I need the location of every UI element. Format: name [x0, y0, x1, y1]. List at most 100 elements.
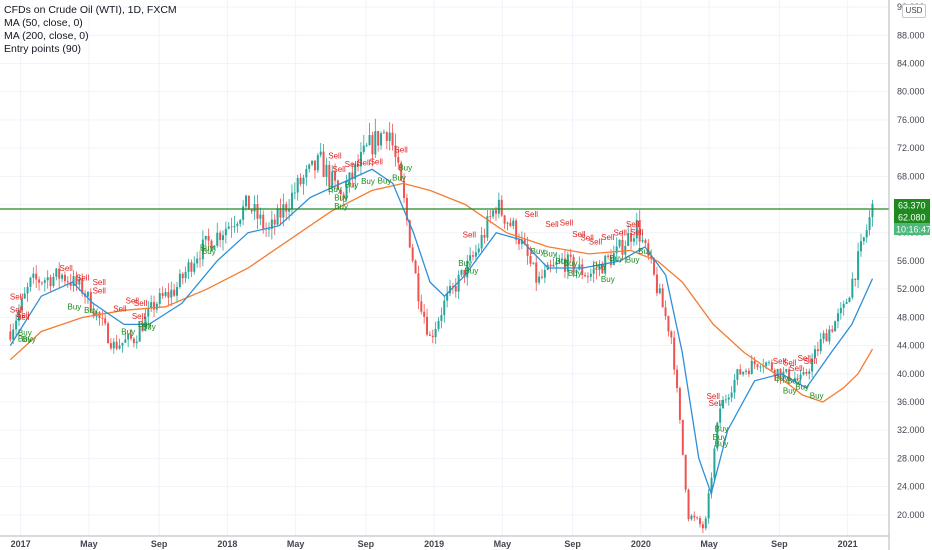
- candle-body: [788, 369, 791, 382]
- sell-signal: Sell: [370, 157, 384, 166]
- candle-body: [345, 184, 348, 199]
- sell-signal: Sell: [798, 354, 812, 363]
- legend-title[interactable]: CFDs on Crude Oil (WTI), 1D, FXCM: [4, 4, 177, 16]
- candle-body: [107, 323, 110, 344]
- candle-body: [532, 262, 535, 264]
- candle-body: [43, 280, 46, 283]
- sell-signal: Sell: [16, 313, 30, 322]
- candle-body: [348, 172, 351, 185]
- candle-body: [857, 251, 860, 280]
- candle-body: [802, 372, 805, 375]
- candle-body: [552, 264, 555, 267]
- sell-signal: Sell: [134, 299, 148, 308]
- candle-body: [167, 292, 170, 298]
- buy-signal: Buy: [715, 425, 729, 434]
- candle-body: [785, 369, 788, 372]
- x-tick-label: May: [494, 539, 512, 549]
- sell-signal: Sell: [328, 152, 342, 161]
- candle-body: [676, 369, 679, 389]
- time-axis[interactable]: 2017 May Sep 2018 May Sep 2019 May Sep 2020 May Sep…: [11, 539, 858, 549]
- candle-body: [707, 493, 710, 519]
- sell-signal: Sell: [545, 220, 559, 229]
- candle-body: [586, 276, 589, 278]
- candle-body: [334, 171, 337, 181]
- candle-body: [451, 285, 454, 287]
- candle-body: [207, 235, 210, 241]
- candle-body: [244, 195, 247, 207]
- x-tick-label: Sep: [358, 539, 375, 549]
- candle-body: [354, 164, 357, 180]
- candle-body: [428, 334, 431, 336]
- candle-body: [561, 258, 564, 261]
- buy-signal: Buy: [22, 335, 36, 344]
- candle-body: [762, 365, 765, 367]
- candle-body: [239, 219, 242, 224]
- candle-body: [716, 422, 719, 449]
- legend-ma50[interactable]: MA (50, close, 0): [4, 17, 83, 29]
- candle-body: [313, 160, 316, 171]
- legend-entries[interactable]: Entry points (90): [4, 43, 82, 55]
- currency-badge[interactable]: USD: [902, 4, 926, 18]
- candle-body: [563, 258, 566, 272]
- candle-body: [187, 262, 190, 272]
- candle-body: [618, 239, 621, 247]
- buy-signal: Buy: [121, 327, 135, 336]
- candle-body: [647, 243, 650, 256]
- buy-signal: Buy: [713, 433, 727, 442]
- buy-signal: Buy: [564, 259, 578, 268]
- buy-signal: Buy: [345, 181, 359, 190]
- x-tick-label: May: [287, 539, 305, 549]
- candle-body: [173, 289, 176, 296]
- sell-signal: Sell: [783, 358, 797, 367]
- candle-body: [724, 399, 727, 401]
- candle-body: [477, 248, 480, 253]
- sell-signal: Sell: [126, 296, 140, 305]
- candle-body: [437, 320, 440, 329]
- candle-body: [446, 293, 449, 301]
- sell-signal: Sell: [804, 357, 818, 366]
- buy-signal: Buy: [609, 254, 623, 263]
- candle-body: [61, 274, 64, 279]
- chart-legend: CFDs on Crude Oil (WTI), 1D, FXCM MA (50…: [4, 4, 177, 56]
- legend-ma200[interactable]: MA (200, close, 0): [4, 30, 89, 42]
- candle-body: [658, 288, 661, 294]
- candle-body: [279, 208, 282, 218]
- candle-body: [494, 210, 497, 214]
- candle-body: [397, 156, 400, 163]
- candle-body: [635, 219, 638, 239]
- y-tick-label: 56.000: [897, 256, 925, 266]
- candle-body: [768, 362, 771, 364]
- buy-signal: Buy: [787, 377, 801, 386]
- candle-body: [153, 302, 156, 310]
- candle-body: [641, 240, 644, 242]
- candle-body: [434, 328, 437, 338]
- price-tag-2: 62.080: [894, 211, 930, 223]
- candle-body: [581, 264, 584, 276]
- candle-body: [865, 230, 868, 238]
- y-tick-label: 28.000: [897, 453, 925, 463]
- sell-signal: Sell: [113, 305, 127, 314]
- candle-body: [604, 255, 607, 274]
- candle-body: [469, 255, 472, 261]
- candle-body: [127, 334, 130, 340]
- candle-body: [650, 255, 653, 259]
- candle-body: [489, 216, 492, 217]
- candle-body: [282, 204, 285, 218]
- candle-body: [362, 145, 365, 153]
- candle-body: [221, 235, 224, 241]
- candle-body: [719, 408, 722, 423]
- y-tick-label: 76.000: [897, 115, 925, 125]
- buy-signal: Buy: [783, 387, 797, 396]
- buy-signal: Buy: [568, 269, 582, 278]
- y-tick-label: 80.000: [897, 87, 925, 97]
- candle-body: [319, 151, 322, 156]
- candle-body: [46, 277, 49, 281]
- candle-body: [331, 171, 334, 187]
- candle-body: [851, 278, 854, 298]
- price-axis[interactable]: 92.00088.00084.00080.00076.00072.00068.0…: [897, 2, 925, 520]
- candle-body: [273, 219, 276, 225]
- buy-signal: Buy: [555, 257, 569, 266]
- candle-body: [411, 247, 414, 261]
- candle-body: [796, 378, 799, 380]
